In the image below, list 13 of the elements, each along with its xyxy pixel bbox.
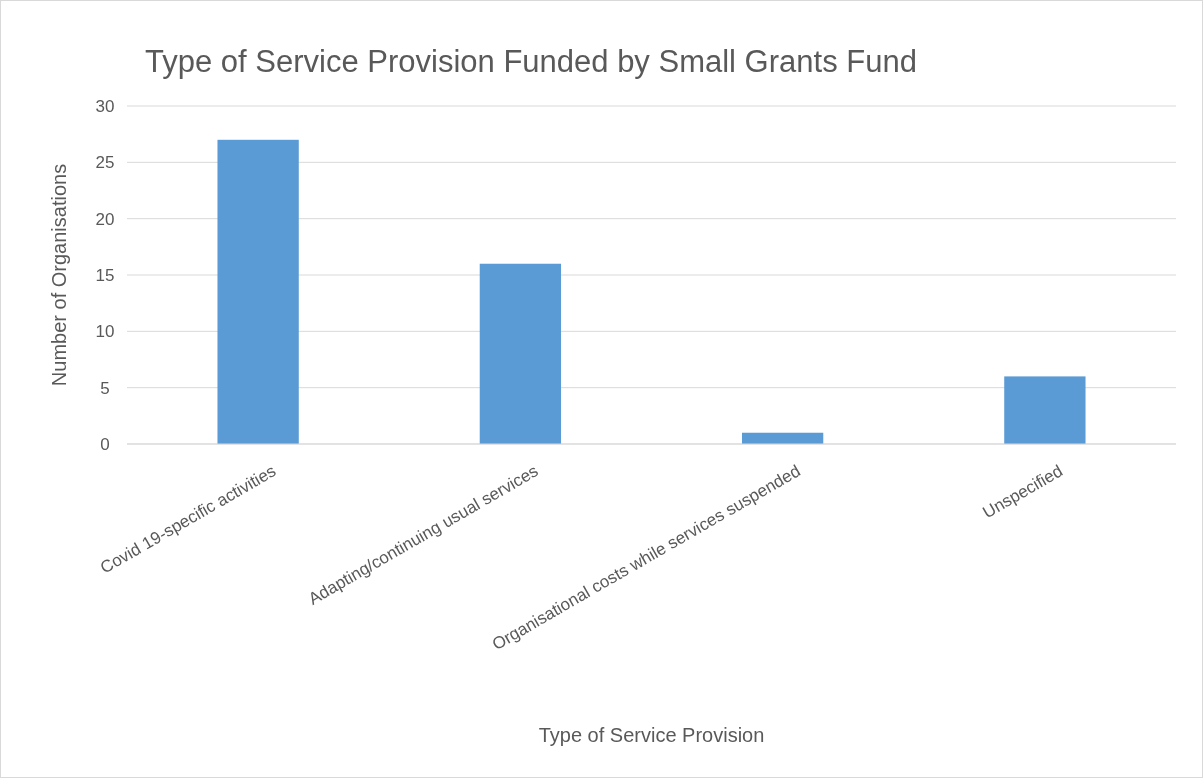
x-axis-title: Type of Service Provision xyxy=(538,724,765,746)
y-tick-label: 5 xyxy=(100,378,110,398)
y-tick-label: 10 xyxy=(95,322,115,342)
bar xyxy=(1004,376,1086,444)
chart-title: Type of Service Provision Funded by Small Grants Fund xyxy=(145,44,917,79)
y-axis-title: Number of Organisations xyxy=(48,163,70,387)
bar xyxy=(217,139,299,444)
y-tick-label: 20 xyxy=(95,209,115,229)
y-tick-label: 0 xyxy=(100,434,110,454)
y-tick-label: 25 xyxy=(95,153,115,173)
y-tick-label: 15 xyxy=(95,265,115,285)
bar xyxy=(479,263,562,444)
y-tick-label: 30 xyxy=(95,96,115,116)
